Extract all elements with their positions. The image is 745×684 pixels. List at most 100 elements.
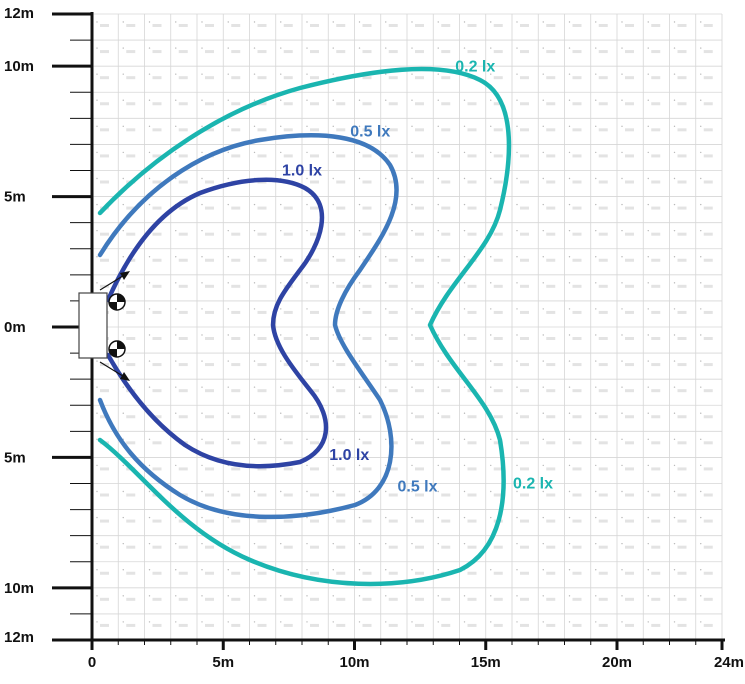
cell-value-mark <box>126 284 136 288</box>
cell-marker <box>201 177 203 180</box>
cell-value-mark <box>651 180 661 184</box>
cell-marker <box>700 412 702 414</box>
cell-marker <box>568 569 571 571</box>
cell-marker <box>306 21 308 23</box>
cell-marker <box>568 542 571 545</box>
cell-marker <box>358 464 361 467</box>
cell-marker <box>700 542 702 545</box>
cell-value-mark <box>677 206 687 210</box>
cell-value-mark <box>257 128 267 132</box>
cell-marker <box>568 516 571 519</box>
cell-marker <box>595 516 597 519</box>
cell-value-mark <box>415 337 424 340</box>
cell-value-mark <box>205 284 214 288</box>
cell-marker <box>201 125 203 128</box>
cell-marker <box>122 621 124 623</box>
cell-marker <box>700 177 702 180</box>
cell-value-mark <box>467 337 477 340</box>
cell-value-mark <box>283 389 293 393</box>
cell-marker <box>568 490 571 493</box>
cell-value-mark <box>572 284 582 288</box>
cell-marker <box>280 151 282 154</box>
cell-value-mark <box>205 571 214 575</box>
cell-marker <box>385 308 387 310</box>
cell-value-mark <box>336 363 346 367</box>
cell-marker <box>385 464 387 467</box>
cell-marker <box>122 308 124 310</box>
cell-value-mark <box>703 467 713 471</box>
cell-marker <box>542 334 544 336</box>
cell-marker <box>148 334 151 336</box>
cell-marker <box>411 203 413 206</box>
cell-value-mark <box>415 467 424 471</box>
cell-marker <box>96 21 98 23</box>
cell-marker <box>175 334 177 336</box>
cell-value-mark <box>441 76 451 80</box>
cell-marker <box>148 386 151 388</box>
cell-value-mark <box>441 206 451 210</box>
cell-marker <box>148 308 151 310</box>
cell-marker <box>516 595 518 597</box>
cell-marker <box>332 203 334 206</box>
cell-value-mark <box>310 493 319 497</box>
cell-marker <box>306 177 308 180</box>
cell-value-mark <box>231 389 241 393</box>
cell-marker <box>542 464 544 467</box>
cell-marker <box>568 386 571 388</box>
cell-value-mark <box>231 76 241 80</box>
cell-value-mark <box>546 597 556 601</box>
cell-marker <box>411 99 413 101</box>
cell-value-mark <box>126 597 136 601</box>
cell-value-mark <box>178 128 188 132</box>
cell-marker <box>595 542 597 545</box>
cell-value-mark <box>598 597 608 601</box>
cell-marker <box>253 412 256 414</box>
cell-marker <box>437 177 439 180</box>
cell-marker <box>647 73 649 75</box>
cell-value-mark <box>205 493 214 497</box>
cell-marker <box>227 256 229 258</box>
cell-value-mark <box>441 154 451 158</box>
cell-value-mark <box>283 441 293 445</box>
cell-marker <box>568 229 571 232</box>
cell-marker <box>332 464 334 467</box>
cell-marker <box>490 203 492 206</box>
cell-value-mark <box>441 128 451 132</box>
cell-marker <box>253 595 256 597</box>
cell-marker <box>411 569 413 571</box>
cell-marker <box>122 542 124 545</box>
cell-value-mark <box>336 441 346 445</box>
cell-marker <box>148 464 151 467</box>
cell-marker <box>647 125 649 128</box>
cell-value-mark <box>677 519 687 523</box>
cell-value-mark <box>126 571 136 575</box>
cell-marker <box>411 73 413 75</box>
cell-marker <box>96 360 98 362</box>
cell-value-mark <box>703 363 713 367</box>
cell-marker <box>621 516 623 519</box>
cell-marker <box>516 99 518 101</box>
cell-value-mark <box>625 389 634 393</box>
cell-marker <box>621 229 623 232</box>
cell-marker <box>463 203 466 206</box>
cell-value-mark <box>231 441 241 445</box>
cell-value-mark <box>283 232 293 236</box>
cell-value-mark <box>677 284 687 288</box>
cell-marker <box>516 464 518 467</box>
cell-value-mark <box>415 258 424 262</box>
cell-marker <box>148 360 151 362</box>
cell-marker <box>463 464 466 467</box>
cell-marker <box>490 177 492 180</box>
cell-value-mark <box>310 389 319 393</box>
cell-value-mark <box>493 258 503 262</box>
cell-marker <box>621 73 623 75</box>
cell-value-mark <box>310 519 319 523</box>
cell-marker <box>122 177 124 180</box>
cell-value-mark <box>152 519 162 523</box>
cell-value-mark <box>703 545 713 549</box>
cell-marker <box>201 229 203 232</box>
cell-value-mark <box>231 50 241 54</box>
cell-marker <box>306 569 308 571</box>
contour-0.5-lx <box>97 133 399 520</box>
cell-value-mark <box>677 258 687 262</box>
